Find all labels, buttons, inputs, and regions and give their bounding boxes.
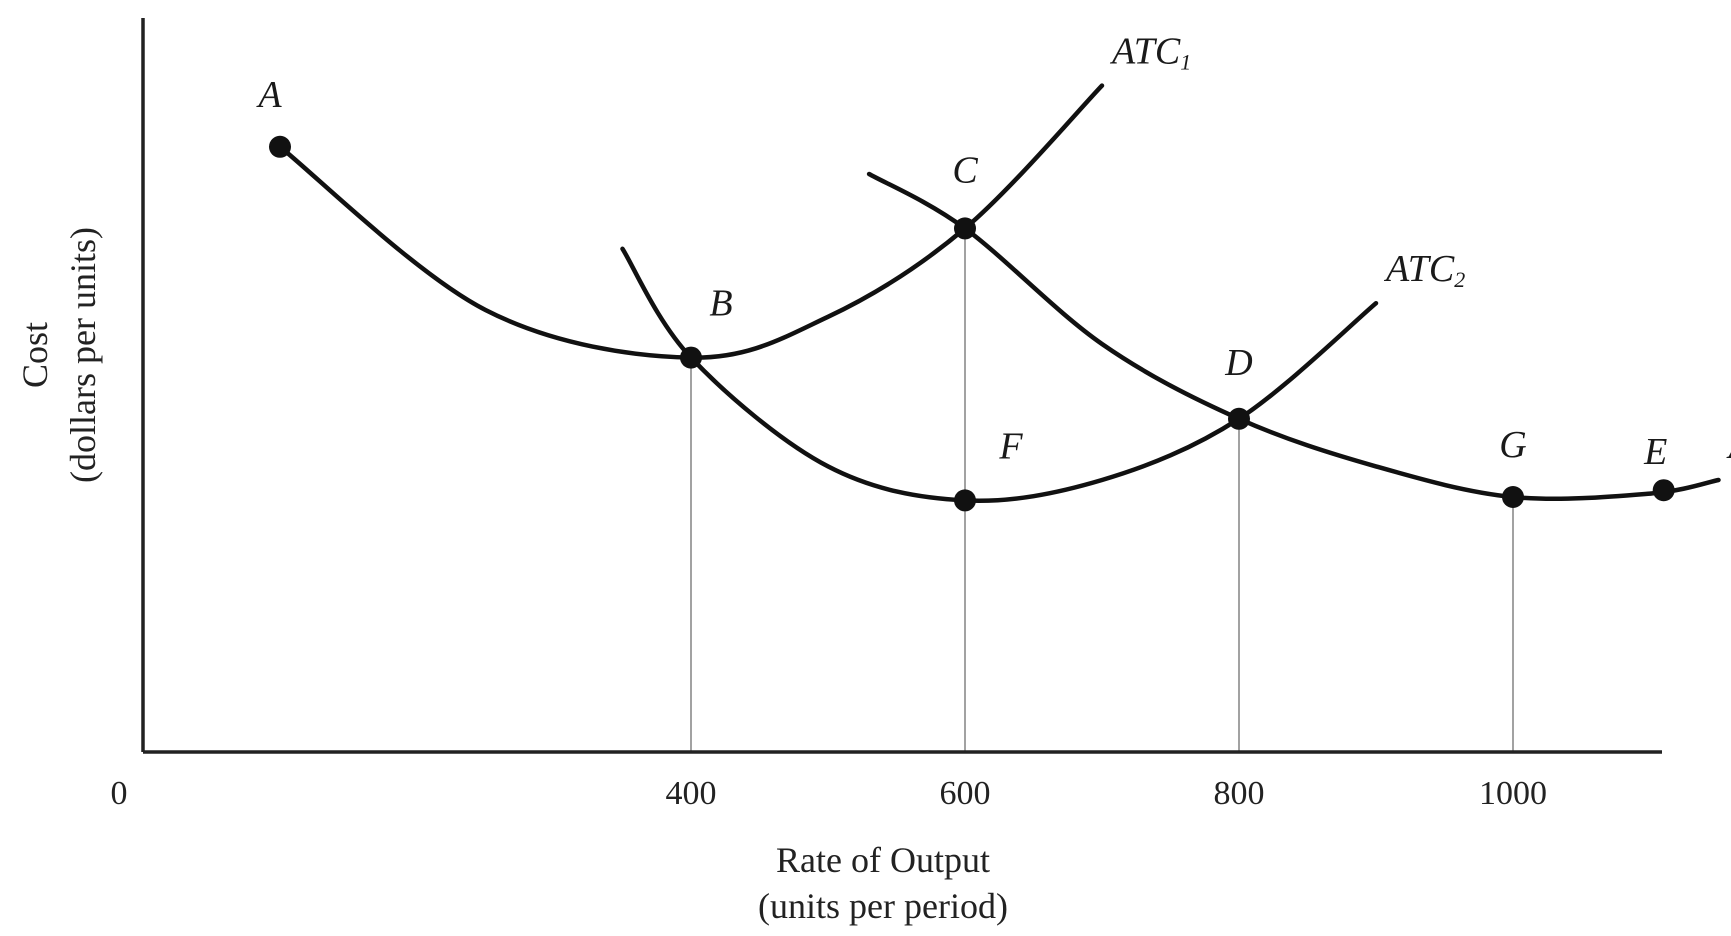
point-label-B: B bbox=[709, 283, 732, 325]
droplines bbox=[690, 228, 1514, 752]
atc-label-subscript-1: 1 bbox=[1180, 50, 1191, 75]
atc-curve-1 bbox=[277, 83, 1105, 360]
y-axis-title-line2: (dollars per units) bbox=[63, 227, 103, 483]
x-axis-title-line1: Rate of Output bbox=[776, 840, 990, 880]
point-label-E: E bbox=[1643, 431, 1667, 473]
point-label-A: A bbox=[255, 74, 282, 116]
x-tick-label-400: 400 bbox=[666, 775, 717, 812]
x-tick-label-1000: 1000 bbox=[1479, 775, 1547, 812]
point-label-C: C bbox=[952, 149, 978, 191]
points bbox=[269, 135, 1675, 512]
point-E bbox=[1652, 479, 1675, 502]
atc-curve-3 bbox=[866, 171, 1721, 502]
y-axis-title-line1: Cost bbox=[15, 322, 55, 388]
x-tick-label-600: 600 bbox=[940, 775, 991, 812]
point-G bbox=[1502, 486, 1524, 508]
point-B bbox=[680, 346, 702, 369]
atc-label-3: ATC3 bbox=[1726, 425, 1731, 469]
atc-label-2: ATC2 bbox=[1383, 248, 1465, 292]
x-tick-label-800: 800 bbox=[1214, 775, 1265, 812]
point-label-D: D bbox=[1224, 342, 1252, 384]
annotation-labels: ATC1 ATC2 ATC3 A B C D F G E bbox=[255, 31, 1731, 474]
x-tick-labels: 400 600 800 1000 bbox=[666, 775, 1548, 812]
x-axis-title-line2: (units per period) bbox=[758, 886, 1008, 926]
point-A bbox=[269, 135, 291, 158]
origin-label: 0 bbox=[111, 775, 128, 812]
point-label-F: F bbox=[998, 425, 1023, 467]
point-C bbox=[954, 217, 976, 240]
atc-label-1: ATC1 bbox=[1109, 31, 1191, 75]
point-F bbox=[954, 489, 976, 512]
atc-label-subscript-2: 2 bbox=[1454, 267, 1465, 292]
point-D bbox=[1228, 407, 1250, 430]
point-label-G: G bbox=[1499, 424, 1526, 466]
